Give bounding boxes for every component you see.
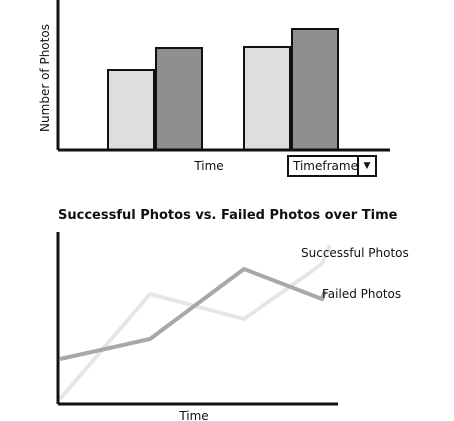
caret-down-icon[interactable]: ▼ [357,157,375,175]
bar-chart: Time Number of Photos [38,0,390,173]
timeframe-value: Timeframe [293,159,357,173]
line-x-axis-label: Time [178,409,208,421]
line-chart: Successful Photos vs. Failed Photos over… [56,208,409,421]
bar-series0-cat1 [243,46,291,151]
timeframe-dropdown[interactable]: Timeframe ▼ [287,155,377,177]
bar-series0-cat0 [107,69,155,151]
legend-label-successful: Successful Photos [301,246,409,260]
line-series-successful [58,244,332,401]
line-chart-title: Successful Photos vs. Failed Photos over… [58,208,398,223]
line-series-failed [59,267,327,361]
bar-series1-cat0 [155,47,203,151]
bar-series1-cat1 [291,28,339,151]
legend-label-failed: Failed Photos [322,287,401,301]
bar-y-axis-label: Number of Photos [38,24,52,132]
bar-x-axis-label: Time [193,159,223,173]
